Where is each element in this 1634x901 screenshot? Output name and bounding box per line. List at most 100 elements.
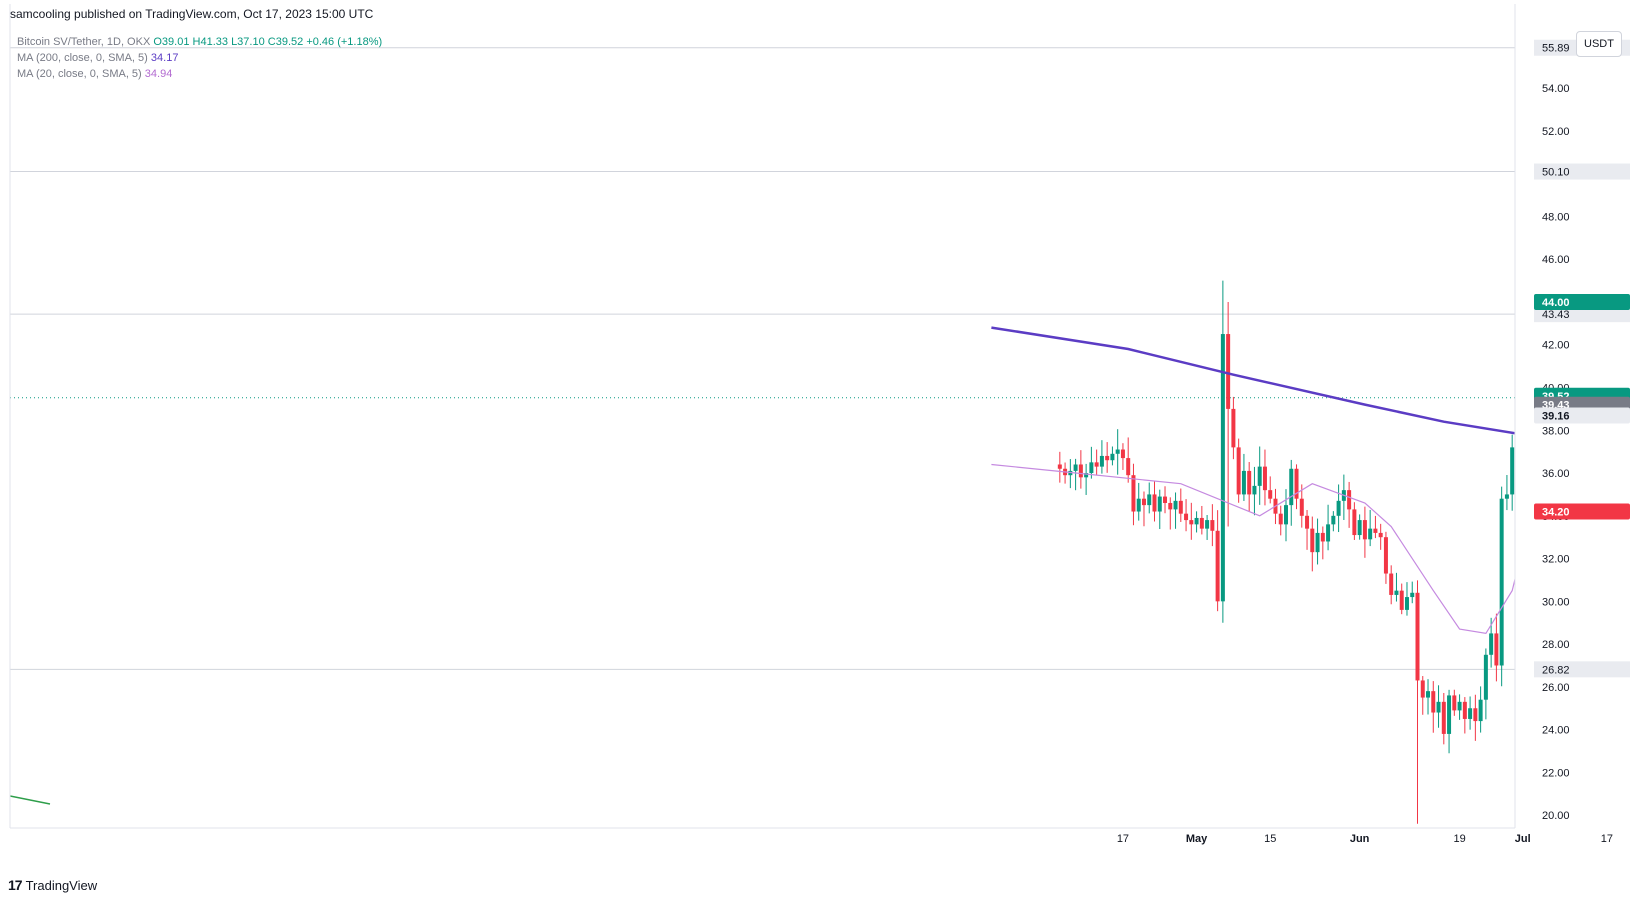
x-tick-label: 19 <box>1453 833 1465 845</box>
candle-up <box>1521 424 1525 486</box>
level-label: 55.89 <box>1542 43 1570 55</box>
x-tick-label: Jul <box>1515 833 1531 845</box>
currency-unit-button[interactable]: USDT <box>1576 31 1622 57</box>
y-tick-label: 32.00 <box>1542 554 1570 566</box>
x-tick-label: 15 <box>1264 833 1276 845</box>
level-lines <box>10 47 1515 670</box>
candle-up <box>1257 466 1262 486</box>
published-by-text: samcooling published on TradingView.com,… <box>10 7 374 21</box>
candle-down <box>1294 468 1299 499</box>
price-badge: 34.20 <box>1542 507 1570 519</box>
legend-ma200-value: 34.17 <box>150 52 179 64</box>
y-tick-label: 28.00 <box>1542 639 1570 651</box>
candles <box>1057 197 1614 824</box>
candle-down <box>1131 475 1136 512</box>
candle-down <box>1141 498 1146 506</box>
candle-down <box>1278 513 1283 525</box>
candle-up <box>1073 464 1078 471</box>
candle-up <box>1478 699 1483 722</box>
candle-down <box>1420 680 1425 698</box>
candle-up <box>1115 449 1120 454</box>
candle-down <box>1536 439 1540 456</box>
candle-up <box>1457 701 1462 711</box>
candle-down <box>1094 462 1099 467</box>
y-tick-label: 46.00 <box>1542 254 1570 266</box>
legend-low: L37.10 <box>231 36 265 48</box>
chart-legend: Bitcoin SV/Tether, 1D, OKX O39.01 H41.33… <box>17 34 382 82</box>
y-tick-label: 54.00 <box>1542 83 1570 95</box>
candle-down <box>1389 573 1394 595</box>
candle-up <box>1326 524 1331 542</box>
candle-up <box>1504 494 1509 499</box>
candle-down <box>1247 470 1252 495</box>
legend-symbol-row: Bitcoin SV/Tether, 1D, OKX O39.01 H41.33… <box>17 34 382 50</box>
candle-up <box>1220 334 1225 602</box>
candle-down <box>1168 502 1173 510</box>
legend-ma200-row[interactable]: MA (200, close, 0, SMA, 5) 34.17 <box>17 50 382 66</box>
candle-down <box>1057 464 1062 469</box>
candle-down <box>1415 592 1420 681</box>
level-label-bg <box>1534 163 1630 180</box>
ma20-line <box>991 463 1515 635</box>
candle-down <box>1462 701 1467 719</box>
candle-down <box>1431 691 1436 713</box>
candle-up <box>1099 455 1104 467</box>
candle-up <box>1315 532 1320 553</box>
candle-down <box>1184 513 1189 521</box>
candle-down <box>1362 520 1367 540</box>
candle-down <box>1494 633 1499 666</box>
x-tick-label: Jun <box>1350 833 1370 845</box>
candle-up <box>1284 505 1288 525</box>
legend-symbol[interactable]: Bitcoin SV/Tether, 1D, OKX <box>17 36 151 48</box>
x-tick-label: 17 <box>1117 833 1129 845</box>
candle-down <box>1563 197 1567 255</box>
y-tick-label: 36.00 <box>1542 468 1570 480</box>
candle-up <box>1404 597 1409 610</box>
candle-up <box>1252 485 1257 495</box>
candle-up <box>1331 515 1336 525</box>
y-tick-label: 30.00 <box>1542 596 1570 608</box>
x-tick-label: May <box>1186 833 1208 845</box>
candle-down <box>1473 708 1478 722</box>
legend-open: O39.01 <box>153 36 190 48</box>
candle-down <box>1189 520 1194 525</box>
level-label: 50.10 <box>1542 167 1570 179</box>
y-tick-label: 42.00 <box>1542 340 1570 352</box>
candle-up <box>1136 498 1141 512</box>
candle-up <box>1589 328 1593 329</box>
candle-down <box>1399 590 1404 610</box>
candle-up <box>1147 494 1152 506</box>
candle-down <box>1231 408 1236 448</box>
candle-up <box>1110 453 1115 461</box>
legend-high: H41.33 <box>192 36 228 48</box>
candle-up <box>1526 400 1530 424</box>
candle-down <box>1305 515 1310 529</box>
candle-down <box>1610 375 1614 386</box>
candle-up <box>1157 496 1162 512</box>
y-tick-label: 38.00 <box>1542 425 1570 437</box>
footer-brand: 17 TradingView <box>8 877 97 893</box>
candle-up <box>1173 500 1178 510</box>
candle-down <box>1299 498 1304 516</box>
candle-up <box>1084 473 1089 478</box>
legend-ma20-row[interactable]: MA (20, close, 0, SMA, 5) 34.94 <box>17 66 382 82</box>
candle-down <box>1600 362 1604 368</box>
axes: 20.0022.0024.0026.0028.0030.0032.0034.00… <box>9 4 1630 845</box>
candle-down <box>1441 701 1446 734</box>
candle-down <box>1573 206 1577 289</box>
candle-up <box>1336 500 1341 516</box>
candle-down <box>1594 328 1598 362</box>
candle-down <box>1262 466 1267 491</box>
candle-down <box>1152 494 1157 512</box>
candle-up <box>1510 447 1515 495</box>
candle-up <box>1468 708 1473 719</box>
y-tick-label: 22.00 <box>1542 767 1570 779</box>
candle-down <box>1515 447 1519 485</box>
candle-down <box>1383 537 1388 574</box>
candle-up <box>1089 462 1094 474</box>
candle-down <box>1163 496 1168 503</box>
candle-down <box>1199 517 1204 529</box>
tradingview-logo-icon: 17 <box>8 877 23 893</box>
candle-up <box>1205 520 1210 529</box>
